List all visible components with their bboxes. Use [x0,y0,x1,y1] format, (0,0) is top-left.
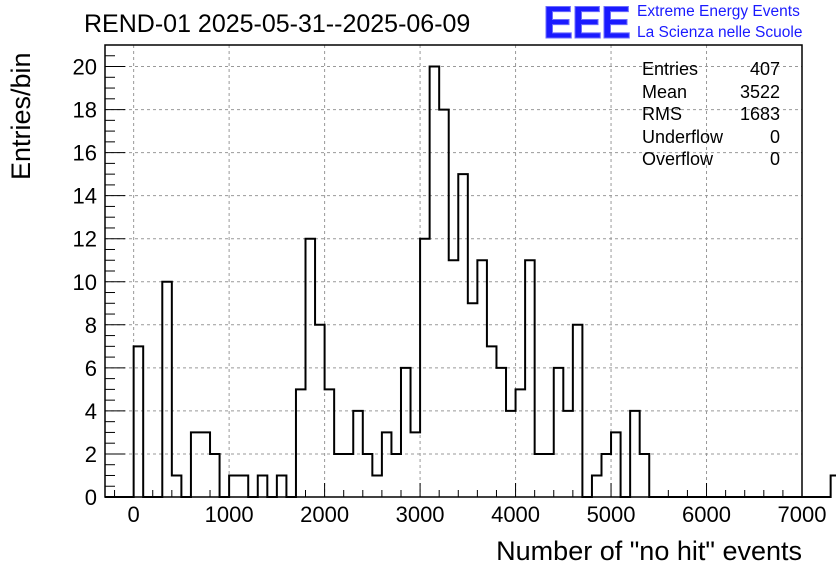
x-tick-label: 2000 [300,502,349,527]
y-tick-label: 20 [73,55,97,80]
histogram-bin [334,454,344,497]
histogram-bin [391,454,401,497]
stats-value: 407 [749,59,780,79]
y-tick-label: 2 [85,442,97,467]
stats-box: Entries 407 Mean 3522 RMS 1683 Underflow… [642,58,780,171]
y-tick-label: 0 [85,485,97,510]
histogram-bin [487,346,497,497]
x-tick-label: 4000 [491,502,540,527]
histogram-bin [172,475,182,497]
stats-row-mean: Mean 3522 [642,81,780,104]
histogram-bin [640,454,650,497]
histogram-bin [535,454,545,497]
histogram-bin [191,432,201,497]
stats-value: 3522 [739,81,780,102]
histogram-bin [372,475,382,497]
stats-row-rms: RMS 1683 [642,103,780,126]
histogram-bin [439,110,449,497]
stats-row-entries: Entries 407 [642,58,780,81]
histogram-bin [363,454,373,497]
histogram-bin [601,454,611,497]
histogram-bin [611,432,621,497]
eee-logo: EEE [543,0,637,49]
histogram-bin [411,432,421,497]
stats-label: Overflow [642,149,714,169]
histogram-bin [496,368,506,497]
grid-lines [105,45,803,498]
histogram-bin [277,475,287,497]
x-tick-label: 7000 [778,502,827,527]
y-tick-label: 10 [73,270,97,295]
y-axis-label: Entries/bin [6,52,36,180]
histogram-bin [401,368,411,497]
histogram-bin [229,475,239,497]
histogram-bin [325,389,335,497]
histogram-bin [468,303,478,497]
histogram-bin [162,282,172,497]
histogram-bin [592,475,602,497]
y-tick-label: 18 [73,98,97,123]
histogram-bin [458,174,468,497]
histogram-bin [239,475,249,497]
stats-value: 0 [769,126,780,147]
x-tick-label: 1000 [205,502,254,527]
y-tick-label: 6 [85,356,97,381]
logo-line-2: La Scienza nelle Scuole [637,24,803,41]
histogram-bin [134,346,144,497]
histogram-bin [200,432,210,497]
histogram-bin [296,389,306,497]
histogram-bin [544,454,554,497]
plot-frame [104,44,803,498]
x-tick-label: 6000 [682,502,731,527]
y-tick-label: 14 [73,184,97,209]
histogram-bin [210,454,220,497]
histogram-bin [554,368,564,497]
histogram-bin [477,260,487,497]
histogram-bin [525,260,535,497]
histogram-bin [516,389,526,497]
x-tick-label: 3000 [396,502,445,527]
histogram-bin [344,454,354,497]
tick-labels: 0 1000 2000 3000 4000 5000 6000 700002468101214… [73,55,827,527]
stats-label: Mean [642,81,688,102]
stats-value: 0 [769,149,780,169]
stats-value: 1683 [739,104,780,124]
histogram-bin [382,432,392,497]
histogram-bin [258,475,268,497]
chart-title: REND-01 2025-05-31--2025-06-09 [84,10,471,38]
stats-row-underflow: Underflow 0 [642,126,780,149]
logo-line-1: Extreme Energy Events [637,3,800,20]
x-tick-label: 5000 [587,502,636,527]
histogram-bin [449,260,459,497]
stats-row-overflow: Overflow 0 [642,148,780,171]
stats-label: Entries [642,59,699,79]
y-tick-label: 4 [85,399,97,424]
x-axis-label: Number of "no hit" events [496,536,802,566]
y-tick-label: 12 [73,227,97,252]
y-tick-label: 16 [73,141,97,166]
x-tick-label: 0 [128,502,140,527]
y-tick-label: 8 [85,313,97,338]
svg-text:EEE: EEE [543,0,630,44]
stats-label: Underflow [642,126,724,147]
stats-label: RMS [642,104,682,124]
